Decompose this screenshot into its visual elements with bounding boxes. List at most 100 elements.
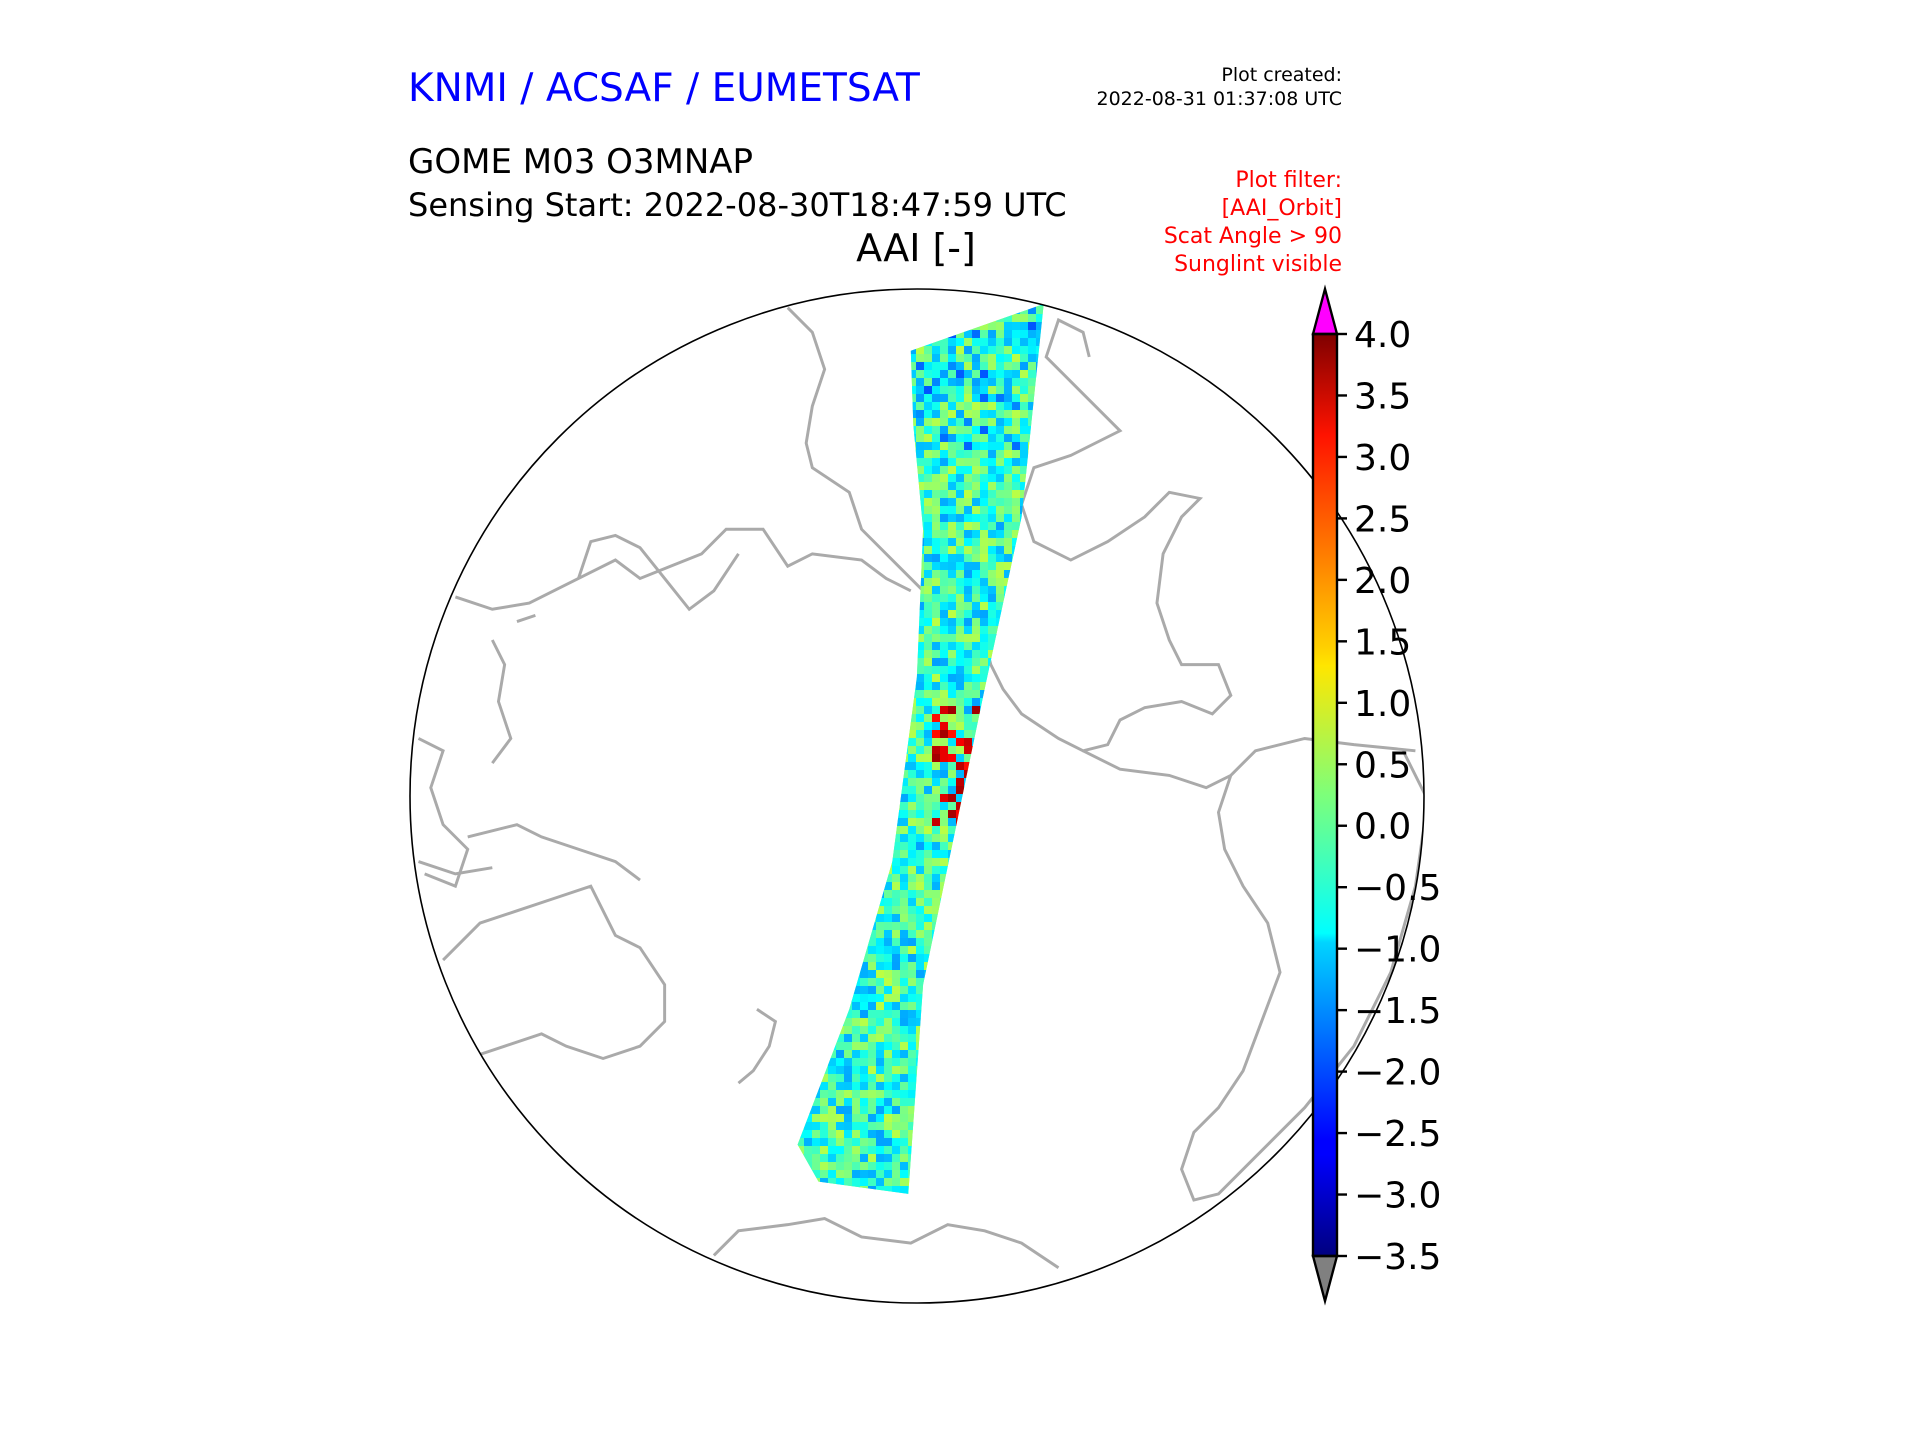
swath-pixel xyxy=(812,474,820,482)
swath-pixel xyxy=(964,834,972,842)
swath-pixel xyxy=(797,874,804,882)
swath-pixel xyxy=(892,474,900,482)
swath-pixel xyxy=(868,978,876,986)
swath-pixel xyxy=(900,426,908,434)
swath-pixel xyxy=(980,418,988,426)
swath-pixel xyxy=(972,1050,980,1058)
swath-pixel xyxy=(797,578,804,586)
swath-pixel xyxy=(868,954,876,962)
swath-pixel xyxy=(892,490,900,498)
swath-pixel xyxy=(860,946,868,954)
swath-pixel xyxy=(900,538,908,546)
swath-pixel xyxy=(1044,714,1052,722)
swath-pixel xyxy=(876,786,884,794)
swath-pixel xyxy=(948,1106,956,1114)
swath-pixel xyxy=(844,746,852,754)
swath-pixel xyxy=(964,506,972,514)
swath-pixel xyxy=(908,1202,916,1210)
swath-pixel xyxy=(836,354,844,362)
swath-pixel xyxy=(892,1010,900,1018)
swath-pixel xyxy=(980,690,988,698)
swath-pixel xyxy=(956,1082,964,1090)
swath-pixel xyxy=(956,970,964,978)
swath-pixel xyxy=(1044,690,1052,698)
swath-pixel xyxy=(1052,522,1060,530)
swath-pixel xyxy=(916,690,924,698)
swath-pixel xyxy=(924,474,932,482)
swath-pixel xyxy=(1012,1058,1020,1066)
swath-pixel xyxy=(972,1034,980,1042)
swath-pixel xyxy=(1012,722,1020,730)
swath-pixel xyxy=(948,514,956,522)
swath-pixel xyxy=(956,546,964,554)
swath-pixel xyxy=(804,1106,812,1114)
swath-pixel xyxy=(788,810,796,818)
swath-pixel xyxy=(996,1090,1004,1098)
swath-pixel xyxy=(884,594,892,602)
swath-pixel xyxy=(916,674,924,682)
swath-pixel xyxy=(916,306,924,314)
swath-pixel xyxy=(876,858,884,866)
swath-pixel xyxy=(884,418,892,426)
swath-pixel xyxy=(884,922,892,930)
swath-pixel xyxy=(836,322,844,330)
swath-pixel xyxy=(820,330,828,338)
swath-pixel xyxy=(876,962,884,970)
swath-pixel xyxy=(1036,818,1044,826)
swath-pixel xyxy=(812,770,820,778)
swath-pixel xyxy=(820,304,828,306)
swath-pixel xyxy=(780,658,788,666)
swath-pixel xyxy=(797,1002,804,1010)
swath-pixel xyxy=(788,434,796,442)
swath-pixel xyxy=(924,394,932,402)
swath-pixel xyxy=(1028,418,1036,426)
swath-pixel xyxy=(980,898,988,906)
swath-pixel xyxy=(804,946,812,954)
swath-pixel xyxy=(844,1106,852,1114)
swath-pixel xyxy=(797,370,804,378)
swath-pixel xyxy=(1004,650,1012,658)
swath-pixel xyxy=(797,658,804,666)
swath-pixel xyxy=(852,330,860,338)
swath-pixel xyxy=(820,1074,828,1082)
swath-pixel xyxy=(852,578,860,586)
swath-pixel xyxy=(996,410,1004,418)
swath-pixel xyxy=(1036,586,1044,594)
swath-pixel xyxy=(812,682,820,690)
swath-pixel xyxy=(788,1114,796,1122)
swath-pixel xyxy=(1028,1050,1036,1058)
swath-pixel xyxy=(1036,786,1044,794)
swath-pixel xyxy=(964,402,972,410)
swath-pixel xyxy=(988,690,996,698)
swath-pixel xyxy=(780,1186,788,1194)
swath-pixel xyxy=(860,1098,868,1106)
swath-pixel xyxy=(956,1138,964,1146)
swath-pixel xyxy=(964,714,972,722)
swath-pixel xyxy=(956,554,964,562)
swath-pixel xyxy=(908,418,916,426)
swath-pixel xyxy=(988,1170,996,1178)
swath-pixel xyxy=(797,642,804,650)
swath-pixel xyxy=(868,746,876,754)
swath-pixel xyxy=(884,834,892,842)
swath-pixel xyxy=(1052,1162,1060,1170)
swath-pixel xyxy=(908,602,916,610)
swath-pixel xyxy=(780,746,788,754)
swath-pixel xyxy=(860,938,868,946)
swath-pixel xyxy=(892,674,900,682)
swath-pixel xyxy=(868,442,876,450)
swath-pixel xyxy=(932,1170,940,1178)
swath-pixel xyxy=(884,1018,892,1026)
swath-pixel xyxy=(852,1138,860,1146)
swath-pixel xyxy=(948,994,956,1002)
swath-pixel xyxy=(940,1106,948,1114)
swath-pixel xyxy=(996,914,1004,922)
swath-pixel xyxy=(996,530,1004,538)
swath-pixel xyxy=(948,770,956,778)
swath-pixel xyxy=(828,714,836,722)
swath-pixel xyxy=(780,394,788,402)
swath-pixel xyxy=(1028,490,1036,498)
swath-pixel xyxy=(892,634,900,642)
swath-pixel xyxy=(980,610,988,618)
swath-pixel xyxy=(988,954,996,962)
